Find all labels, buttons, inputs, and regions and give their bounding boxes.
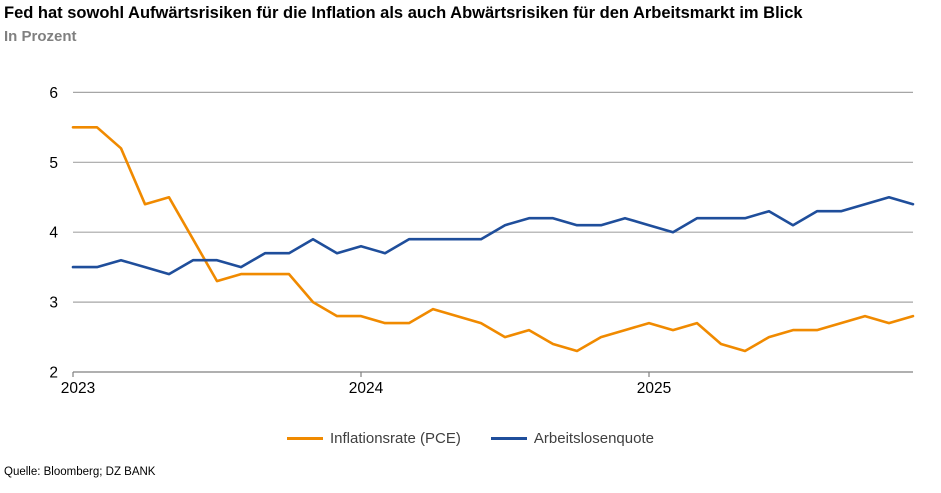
chart-legend: Inflationsrate (PCE) Arbeitslosenquote xyxy=(0,430,941,447)
inflation-line-swatch xyxy=(287,437,323,440)
page-title: Fed hat sowohl Aufwärtsrisiken für die I… xyxy=(4,4,803,22)
inflation-line xyxy=(71,126,915,353)
unemployment-line xyxy=(71,196,915,276)
x-tick-label: 2023 xyxy=(61,380,95,397)
y-tick-label: 3 xyxy=(49,295,58,312)
y-tick-label: 6 xyxy=(49,85,58,102)
legend-item-inflation: Inflationsrate (PCE) xyxy=(287,430,461,447)
legend-label-inflation: Inflationsrate (PCE) xyxy=(330,430,461,447)
x-tick-label: 2025 xyxy=(637,380,671,397)
y-tick-label: 2 xyxy=(49,365,58,382)
y-tick-label: 4 xyxy=(49,225,58,242)
legend-item-unemployment: Arbeitslosenquote xyxy=(490,430,654,447)
unemployment-line-swatch xyxy=(490,437,527,440)
source-note: Quelle: Bloomberg; DZ BANK xyxy=(4,466,156,478)
legend-label-unemployment: Arbeitslosenquote xyxy=(533,430,654,447)
chart-subtitle: In Prozent xyxy=(4,28,77,45)
x-tick-label: 2024 xyxy=(349,380,384,397)
y-tick-label: 5 xyxy=(49,155,58,172)
